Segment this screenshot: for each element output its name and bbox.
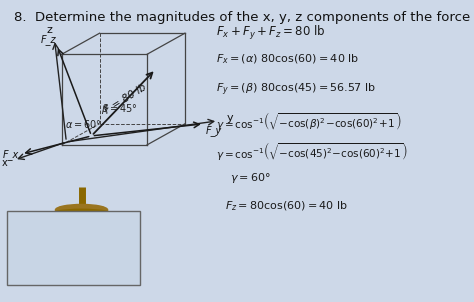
Text: F_y: F_y bbox=[206, 125, 222, 136]
Ellipse shape bbox=[44, 213, 119, 228]
Text: F_z: F_z bbox=[40, 34, 56, 45]
Text: $\gamma = \cos^{-1}\!\left(\sqrt{-\cos(45)^2\!-\!\cos(60)^2\!+\!1}\right)$: $\gamma = \cos^{-1}\!\left(\sqrt{-\cos(4… bbox=[216, 140, 408, 162]
Text: F_x: F_x bbox=[2, 149, 18, 160]
Text: x: x bbox=[2, 158, 8, 168]
Text: $F_y = (\beta)\ 80\cos(45) = 56.57\ \mathrm{lb}$: $F_y = (\beta)\ 80\cos(45) = 56.57\ \mat… bbox=[216, 82, 375, 98]
Ellipse shape bbox=[46, 209, 117, 223]
Text: 8.  Determine the magnitudes of the x, y, z components of the force F.: 8. Determine the magnitudes of the x, y,… bbox=[14, 11, 474, 24]
FancyBboxPatch shape bbox=[7, 211, 140, 285]
Text: z: z bbox=[47, 25, 53, 35]
Text: $F_z = 40\ \mathrm{lb}$: $F_z = 40\ \mathrm{lb}$ bbox=[17, 264, 77, 280]
Text: $\gamma = \cos^{-1}\!\left(\sqrt{-\cos(\beta)^2\!-\!\cos(60)^2\!+\!1}\right)$: $\gamma = \cos^{-1}\!\left(\sqrt{-\cos(\… bbox=[216, 110, 401, 132]
Text: y: y bbox=[227, 113, 233, 123]
Text: $\alpha=60°$: $\alpha=60°$ bbox=[65, 118, 102, 130]
Text: $\gamma = 60°$: $\gamma = 60°$ bbox=[230, 171, 271, 185]
Text: $F_x = 40\ \mathrm{lb}$: $F_x = 40\ \mathrm{lb}$ bbox=[17, 220, 77, 236]
Ellipse shape bbox=[55, 204, 108, 215]
Text: $\beta=45°$: $\beta=45°$ bbox=[101, 102, 137, 116]
Text: F = 80 lb: F = 80 lb bbox=[102, 82, 148, 115]
Text: $F_y = 56.57\ \mathrm{lb}$: $F_y = 56.57\ \mathrm{lb}$ bbox=[17, 242, 96, 260]
Text: $F_x + F_y + F_z = 80\ \mathrm{lb}$: $F_x + F_y + F_z = 80\ \mathrm{lb}$ bbox=[216, 24, 325, 42]
Text: $F_x = (\alpha)\ 80\cos(60) = 40\ \mathrm{lb}$: $F_x = (\alpha)\ 80\cos(60) = 40\ \mathr… bbox=[216, 53, 359, 66]
Text: $F_z = 80\cos(60) = 40\ \mathrm{lb}$: $F_z = 80\cos(60) = 40\ \mathrm{lb}$ bbox=[225, 199, 348, 213]
